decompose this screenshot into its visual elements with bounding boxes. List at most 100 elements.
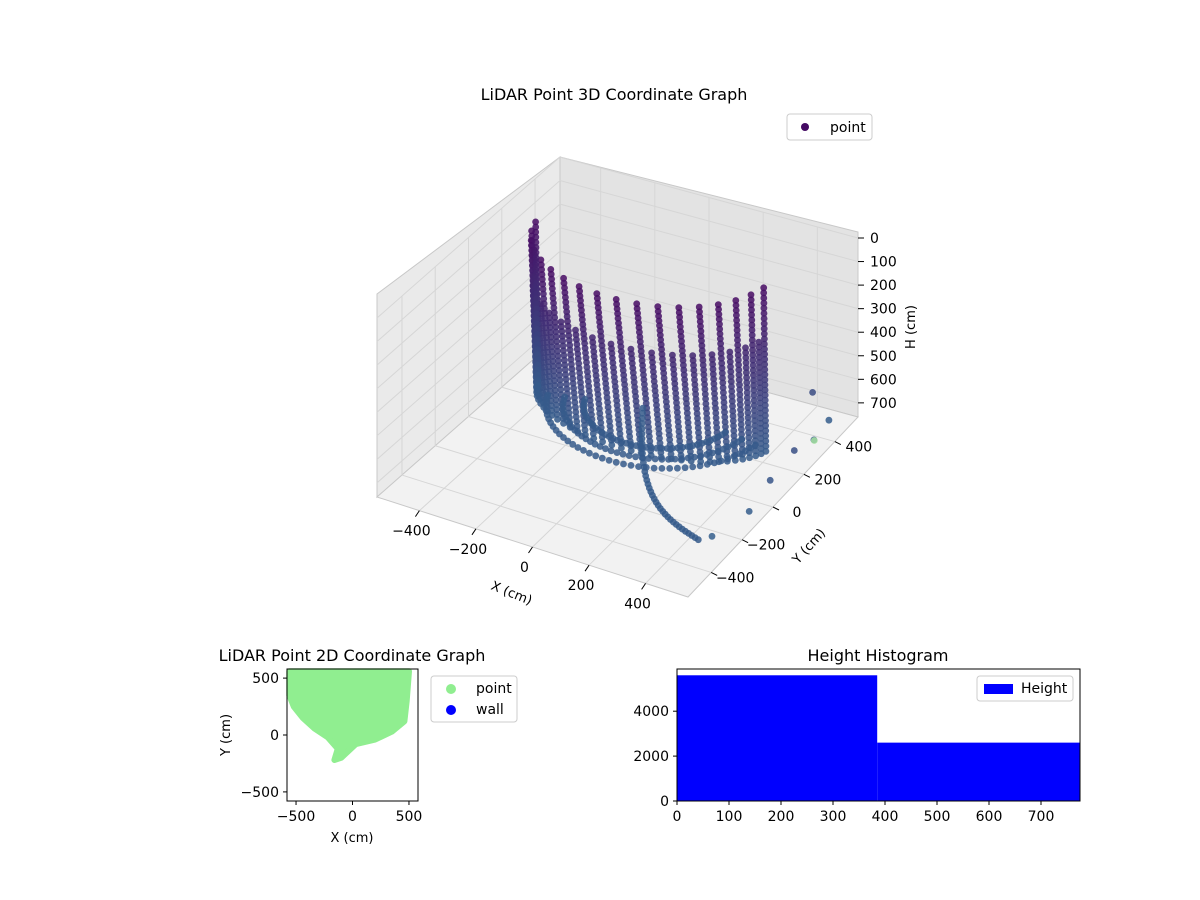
wall-point xyxy=(694,424,702,432)
wall-point xyxy=(756,404,764,412)
wall-point xyxy=(747,301,755,309)
wall-point xyxy=(722,438,730,445)
wall-point xyxy=(702,395,709,403)
wall-point xyxy=(761,345,768,353)
wall-point xyxy=(742,349,750,357)
floor-ring-point xyxy=(663,445,671,452)
x-axis-label-2d: X (cm) xyxy=(331,831,374,846)
wall-point xyxy=(728,383,735,390)
wall-point xyxy=(538,271,546,278)
wall-point xyxy=(742,354,750,362)
y-tick-3d xyxy=(803,473,811,478)
floor-ring-point xyxy=(681,464,689,472)
wall-point xyxy=(548,275,555,283)
wall-point xyxy=(762,422,769,430)
wall-point xyxy=(554,416,561,423)
ground-arc-point xyxy=(639,409,646,417)
wall-point xyxy=(745,434,753,442)
wall-point xyxy=(733,316,740,324)
wall-point xyxy=(760,284,768,292)
wall-point xyxy=(737,421,745,428)
wall-point xyxy=(720,403,728,411)
wall-point xyxy=(751,432,759,440)
h-tick-label-3d: 700 xyxy=(870,396,897,412)
wall-point xyxy=(716,325,724,333)
wall-point xyxy=(691,386,699,393)
wall-point xyxy=(729,417,737,425)
wall-point xyxy=(701,381,708,388)
histogram-ticks: 0 100 200 300 400 500 600 700 0 2000 4000 xyxy=(633,704,1054,825)
y-tick-label-2d: −500 xyxy=(241,785,279,801)
y-tick-3d xyxy=(741,539,749,544)
wall-point xyxy=(703,410,710,417)
wall-point xyxy=(532,233,540,241)
wall-point xyxy=(748,306,755,314)
wall-point xyxy=(727,368,735,376)
floor-ring-point xyxy=(703,451,711,458)
wall-point xyxy=(710,375,717,383)
wall-point xyxy=(743,384,751,392)
floor-ring-point xyxy=(619,450,627,458)
y-tick-3d xyxy=(710,572,718,576)
chart-2d-title: LiDAR Point 2D Coordinate Graph xyxy=(219,646,486,665)
wall-point xyxy=(532,223,540,231)
wall-point xyxy=(728,392,736,400)
chart-histogram: Height Histogram 0 100 200 300 400 500 600 7000… xyxy=(633,646,1081,825)
wall-point xyxy=(761,376,769,384)
wall-point xyxy=(553,401,560,409)
wall-point xyxy=(726,358,734,366)
wall-point xyxy=(762,412,769,419)
histogram-title: Height Histogram xyxy=(808,646,949,665)
wall-point xyxy=(608,441,616,449)
wall-point xyxy=(721,408,728,416)
axes-frame-histogram xyxy=(676,668,1081,802)
floor-ring-point xyxy=(569,440,577,448)
y-tick-3d xyxy=(834,441,842,445)
outlier-point xyxy=(708,532,716,540)
x-tick-label-hist: 0 xyxy=(673,809,682,825)
legend-2d-wall-marker xyxy=(446,705,456,715)
floor-ring-point xyxy=(592,452,600,460)
histogram-bar xyxy=(677,675,878,801)
wall-point xyxy=(709,356,716,363)
wall-point xyxy=(762,417,769,424)
wall-point xyxy=(693,405,701,412)
floor-ring-point xyxy=(574,444,582,451)
wall-point xyxy=(721,418,729,426)
wall-point xyxy=(694,414,701,422)
floor-ring-point xyxy=(598,454,606,462)
floor-ring-point xyxy=(674,464,681,472)
x-tick-label-3d: −400 xyxy=(392,524,430,540)
wall-point xyxy=(746,454,753,462)
wall-point xyxy=(697,332,705,340)
wall-point xyxy=(697,322,704,330)
wall-point xyxy=(713,424,721,431)
wall-point xyxy=(729,402,736,410)
wall-point xyxy=(532,228,540,236)
wall-point xyxy=(682,385,689,393)
floor-ring-point xyxy=(653,444,661,452)
wall-point xyxy=(760,315,768,322)
floor-ring-point xyxy=(602,445,609,453)
floor-ring-point xyxy=(671,455,679,463)
wall-point xyxy=(755,364,763,371)
wall-point xyxy=(739,455,747,463)
wall-point xyxy=(710,385,718,393)
wall-point xyxy=(719,379,727,387)
wall-point xyxy=(736,391,744,399)
ticks-3d: −400−2000200400−400−20002004000100200300… xyxy=(392,231,897,612)
ground-arc-point xyxy=(638,420,646,427)
wall-point xyxy=(737,411,745,418)
wall-point xyxy=(760,330,768,338)
floor-ring-point xyxy=(645,455,652,462)
grid-3d xyxy=(376,156,859,584)
wall-point xyxy=(735,356,742,364)
wall-point xyxy=(718,369,726,377)
wall-point xyxy=(744,404,752,412)
outlier-point xyxy=(766,476,774,484)
floor-ring-point xyxy=(674,444,681,452)
points-3d xyxy=(527,218,833,544)
wall-point xyxy=(733,326,741,334)
wall-point xyxy=(751,422,759,429)
wall-point xyxy=(761,386,769,394)
